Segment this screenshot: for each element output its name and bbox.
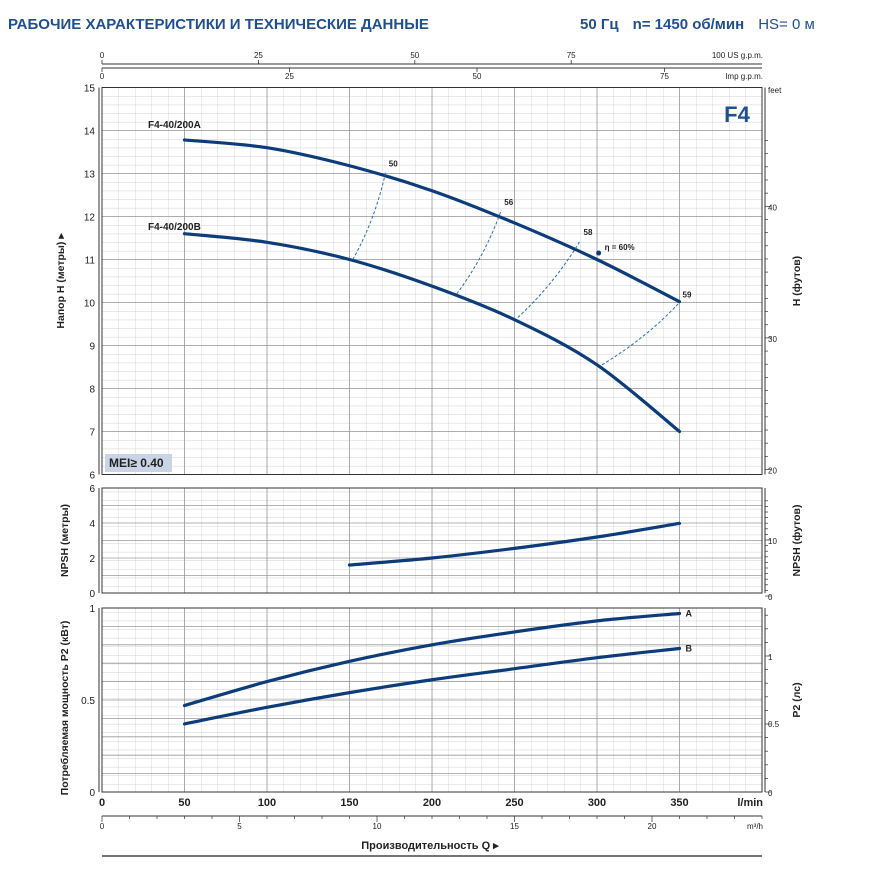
head-curve-label: F4-40/200A [148, 120, 201, 131]
power-hp-tick: 1 [768, 653, 773, 662]
power-curve-B [182, 646, 682, 726]
npsh-y-label: NPSH (метры) [59, 504, 71, 577]
efficiency-label: 50 [389, 159, 398, 168]
x-tick-label: 200 [423, 797, 441, 809]
head-y-tick: 14 [84, 127, 96, 138]
head-y-tick: 7 [89, 428, 95, 439]
head-feet-tick: 40 [768, 203, 777, 212]
head-feet-tick: 30 [768, 335, 777, 344]
model-badge: F4 [724, 102, 750, 127]
x-tick-label: 0 [99, 797, 105, 809]
head-y-right-label: H (футов) [791, 256, 803, 306]
head-curve-F4-40/200A [182, 138, 682, 304]
usgpm-tick-label: 25 [254, 51, 263, 60]
power-y-tick: 1 [89, 604, 95, 615]
npsh-y-tick: 6 [89, 484, 95, 495]
x-tick-label: 50 [178, 797, 190, 809]
power-y-label: Потребляемая мощность P2 (кВт) [59, 621, 71, 796]
npsh-curve [347, 521, 682, 567]
m3h-tick-label: 20 [648, 822, 657, 831]
eta-point [596, 250, 602, 256]
impgpm-tick-label: 0 [100, 72, 105, 81]
head-panel-frame [101, 87, 763, 475]
m3h-tick-label: 15 [510, 822, 519, 831]
impgpm-tick-label: 50 [473, 72, 482, 81]
m3h-tick-label: 0 [100, 822, 105, 831]
efficiency-label: 59 [683, 291, 692, 300]
head-feet-unit: feet [768, 86, 782, 95]
page-title: РАБОЧИЕ ХАРАКТЕРИСТИКИ И ТЕХНИЧЕСКИЕ ДАН… [8, 16, 429, 33]
head-y-tick: 11 [85, 256, 96, 267]
x-tick-label: 150 [340, 797, 358, 809]
power-y-tick: 0.5 [81, 696, 95, 707]
power-curve-label: A [686, 609, 693, 619]
power-curve-A [182, 611, 682, 708]
npsh-y-right-label: NPSH (футов) [791, 505, 803, 577]
x-unit: l/min [737, 797, 763, 809]
power-y-right-label: P2 (лс) [791, 682, 803, 717]
usgpm-tick-label: 50 [410, 51, 419, 60]
usgpm-tick-label: 0 [100, 51, 105, 60]
efficiency-line [601, 302, 680, 366]
npsh-y-tick: 4 [89, 519, 95, 530]
m3h-tick-label: 5 [237, 822, 242, 831]
frequency: 50 Гц [580, 16, 619, 33]
head-feet-tick: 20 [768, 467, 777, 476]
x-tick-label: 250 [505, 797, 523, 809]
head-curve-F4-40/200B [182, 232, 682, 434]
suction-height: HS= 0 м [758, 16, 815, 33]
npsh-y-tick: 2 [89, 554, 95, 565]
efficiency-line [456, 209, 502, 295]
npsh-y-tick: 0 [89, 589, 95, 600]
impgpm-tick-label: 25 [285, 72, 294, 81]
usgpm-unit: 100 US g.p.m. [712, 51, 763, 60]
eta-label: η = 60% [605, 243, 635, 252]
npsh-feet-tick: 10 [768, 537, 777, 546]
usgpm-tick-label: 75 [567, 51, 576, 60]
x-tick-label: 350 [670, 797, 688, 809]
head-y-tick: 6 [89, 471, 95, 482]
power-y-tick: 0 [89, 788, 95, 799]
mei-badge: MEI≥ 0.40 [109, 456, 164, 470]
x-tick-label: 300 [588, 797, 606, 809]
m3h-unit: m³/h [747, 822, 763, 831]
x-axis-label: Производительность Q ▸ [361, 840, 499, 852]
mei-badge-bg [105, 454, 172, 472]
head-curve-label: F4-40/200B [148, 222, 201, 233]
head-y-tick: 10 [84, 299, 96, 310]
head-y-tick: 15 [84, 84, 96, 95]
power-panel-frame [101, 607, 763, 793]
power-hp-tick: 0 [768, 789, 773, 798]
head-y-tick: 12 [84, 213, 96, 224]
npsh-feet-tick: 0 [768, 593, 773, 602]
power-curve-label: B [686, 643, 693, 653]
efficiency-label: 56 [504, 198, 513, 207]
impgpm-tick-label: 75 [660, 72, 669, 81]
npsh-panel-frame [101, 487, 763, 594]
power-hp-tick: 0.5 [768, 720, 780, 729]
head-y-tick: 8 [89, 385, 95, 396]
head-y-label: Напор H (метры) ▸ [55, 233, 67, 329]
m3h-tick-label: 10 [373, 822, 382, 831]
efficiency-label: 58 [584, 228, 593, 237]
head-y-tick: 9 [89, 342, 95, 353]
operating-conditions: 50 Гц n= 1450 об/мин HS= 0 м [580, 16, 815, 33]
x-tick-label: 100 [258, 797, 276, 809]
efficiency-line [352, 171, 387, 260]
speed: n= 1450 об/мин [632, 16, 745, 33]
impgpm-unit: Imp g.p.m. [725, 72, 763, 81]
head-y-tick: 13 [84, 170, 96, 181]
efficiency-line [517, 239, 581, 318]
